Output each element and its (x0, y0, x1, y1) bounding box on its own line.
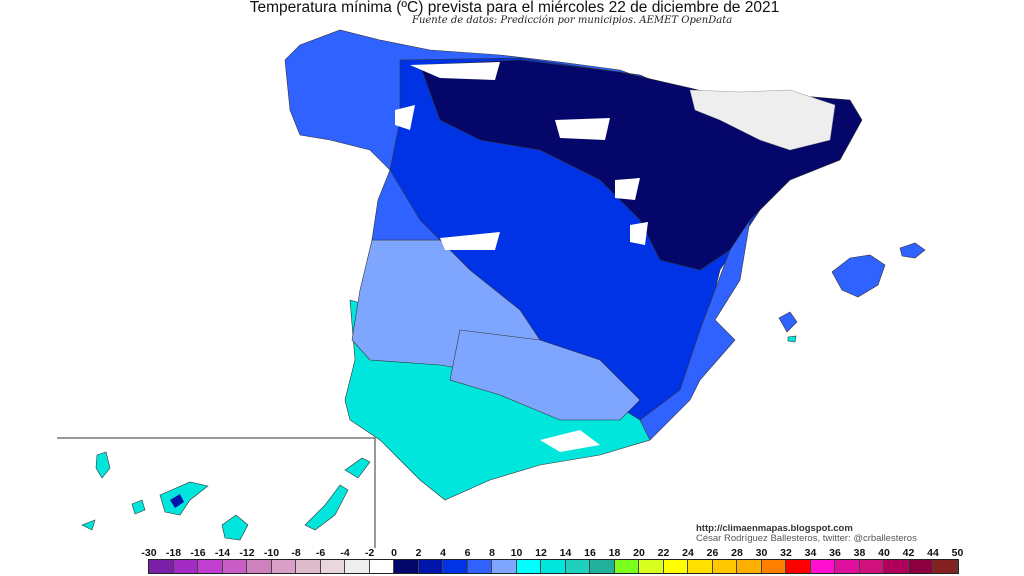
legend-swatch (908, 560, 933, 573)
legend-label: 16 (584, 547, 596, 559)
legend-label: 44 (927, 547, 939, 559)
legend-label: -6 (315, 547, 326, 559)
legend-swatch (810, 560, 835, 573)
color-legend (148, 559, 959, 574)
map-subtitle: Fuente de datos: Predicción por municipi… (412, 15, 733, 26)
tenerife-teide-cold (170, 494, 184, 508)
legend-swatch (418, 560, 443, 573)
legend-label: 2 (415, 547, 422, 559)
legend-swatch (222, 560, 247, 573)
legend-label: -4 (340, 547, 350, 559)
legend-label: -10 (263, 547, 280, 559)
legend-swatch (835, 560, 860, 573)
legend-label: -2 (364, 547, 375, 559)
island-el-hierro (81, 519, 96, 531)
legend-label: 0 (391, 547, 397, 559)
legend-swatch (173, 560, 198, 573)
legend-swatch (467, 560, 492, 573)
island-formentera (787, 335, 797, 343)
legend-swatch (737, 560, 762, 573)
island-mallorca (831, 254, 886, 298)
legend-swatch (198, 560, 223, 573)
legend-swatch (590, 560, 615, 573)
legend-label: 8 (489, 547, 495, 559)
legend-swatch (345, 560, 370, 573)
island-gran-canaria (221, 514, 249, 541)
legend-swatch (786, 560, 811, 573)
island-tenerife (159, 481, 209, 516)
legend-label: -12 (239, 547, 255, 559)
legend-label: -16 (190, 547, 206, 559)
legend-swatch (492, 560, 517, 573)
legend-label: 20 (633, 547, 645, 559)
legend-label: 6 (464, 547, 471, 559)
legend-label: 30 (755, 547, 768, 559)
legend-swatch (639, 560, 664, 573)
legend-swatch (884, 560, 909, 573)
legend-swatch (761, 560, 786, 573)
island-fuerteventura (304, 484, 349, 531)
credits-url[interactable]: http://climaenmapas.blogspot.com (696, 523, 853, 534)
legend-swatch (369, 560, 394, 573)
credits-author: César Rodríguez Ballesteros, twitter: @c… (696, 533, 917, 544)
legend-swatch (271, 560, 296, 573)
legend-swatch (516, 560, 541, 573)
legend-swatch (712, 560, 737, 573)
region-east-coast (639, 219, 751, 441)
legend-label: 4 (440, 547, 446, 559)
legend-swatch (565, 560, 590, 573)
legend-label: 10 (510, 547, 523, 559)
legend-swatch (614, 560, 639, 573)
region-pyrenees-below-zero (689, 89, 836, 151)
legend-label: 28 (731, 547, 743, 559)
legend-swatch (443, 560, 468, 573)
legend-swatch (933, 560, 958, 573)
legend-label: 40 (878, 547, 890, 559)
balearic-islands (778, 242, 926, 343)
legend-swatch (320, 560, 345, 573)
island-menorca (899, 242, 926, 259)
legend-label: 32 (780, 547, 792, 559)
island-ibiza (778, 311, 798, 333)
legend-swatch (859, 560, 884, 573)
island-lanzarote (344, 457, 371, 479)
legend-label: 24 (682, 547, 694, 559)
legend-label: 36 (829, 547, 841, 559)
legend-swatch (394, 560, 419, 573)
legend-label: 22 (657, 547, 670, 559)
legend-swatch (296, 560, 321, 573)
mountain-below-zero-patches (395, 62, 648, 452)
legend-label: -8 (291, 547, 301, 559)
iberian-peninsula-spain (284, 29, 863, 501)
island-la-palma (95, 451, 111, 479)
legend-swatch (149, 560, 174, 573)
island-la-gomera (131, 499, 146, 515)
region-southeast-lightblue (449, 329, 641, 421)
legend-label: 34 (804, 547, 817, 559)
legend-swatch (247, 560, 272, 573)
legend-label: -18 (165, 547, 182, 559)
legend-label: 14 (559, 547, 572, 559)
legend-label: 42 (902, 547, 915, 559)
canary-islands-inset (57, 437, 376, 548)
legend-swatch (663, 560, 688, 573)
legend-label: 26 (706, 547, 719, 559)
legend-label: -14 (214, 547, 231, 559)
map-title: Temperatura mínima (ºC) prevista para el… (249, 0, 780, 16)
legend-label: 50 (951, 547, 964, 559)
legend-label: -30 (141, 547, 157, 559)
credits: http://climaenmapas.blogspot.com César R… (696, 524, 917, 544)
inset-frame (57, 437, 376, 548)
legend-label: 12 (535, 547, 547, 559)
legend-swatch (688, 560, 713, 573)
legend-swatch (541, 560, 566, 573)
legend-label: 18 (608, 547, 621, 559)
legend-label: 38 (853, 547, 866, 559)
